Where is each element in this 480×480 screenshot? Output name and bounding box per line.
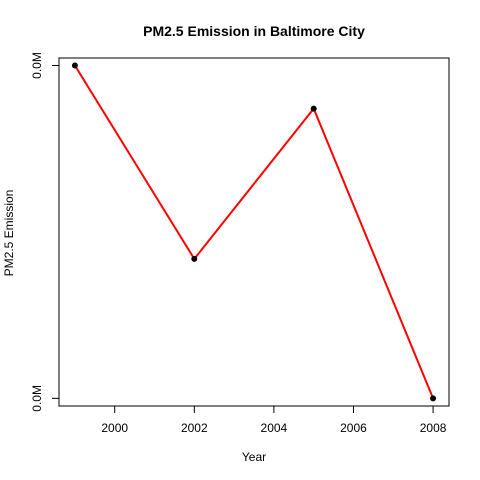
x-tick-label: 2002 [181,421,208,435]
y-axis-label: PM2.5 Emission [2,190,16,277]
data-point [71,62,78,69]
x-axis-label: Year [242,450,266,464]
x-tick-label: 2008 [420,421,447,435]
data-point [191,255,198,262]
y-tick-label: 0.0M [30,52,44,79]
x-tick-label: 2000 [101,421,128,435]
series-line [74,64,435,399]
plot-area-border [58,57,450,407]
chart-title: PM2.5 Emission in Baltimore City [143,23,365,39]
x-tick-label: 2006 [340,421,367,435]
series-layer [71,62,437,402]
x-tick-label: 2004 [261,421,288,435]
x-axis: 2000 2002 2004 2006 2008 [101,406,447,435]
y-axis: 0.0M 0.0M [30,52,59,412]
data-point [430,395,437,402]
y-tick-label: 0.0M [30,385,44,412]
data-point [310,105,317,112]
